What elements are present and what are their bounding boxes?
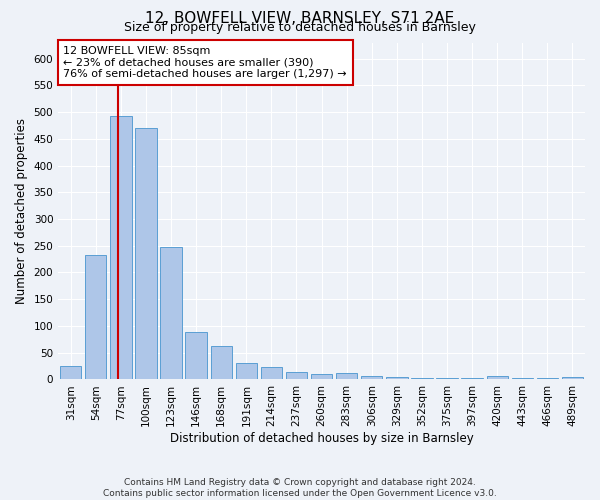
Bar (311, 374, 332, 380)
Bar (236, 364, 257, 380)
Text: Contains HM Land Registry data © Crown copyright and database right 2024.
Contai: Contains HM Land Registry data © Crown c… (103, 478, 497, 498)
Bar (436, 378, 458, 380)
Bar (261, 366, 282, 380)
Bar (461, 378, 483, 380)
Bar (487, 376, 508, 380)
Bar (160, 247, 182, 380)
Text: Size of property relative to detached houses in Barnsley: Size of property relative to detached ho… (124, 21, 476, 34)
X-axis label: Distribution of detached houses by size in Barnsley: Distribution of detached houses by size … (170, 432, 473, 445)
Bar (60, 366, 82, 380)
Bar (211, 346, 232, 380)
Bar (361, 376, 382, 380)
Bar (286, 372, 307, 380)
Y-axis label: Number of detached properties: Number of detached properties (15, 118, 28, 304)
Bar (185, 332, 207, 380)
Bar (85, 255, 106, 380)
Bar (537, 378, 558, 380)
Bar (386, 378, 407, 380)
Bar (110, 116, 131, 380)
Text: 12, BOWFELL VIEW, BARNSLEY, S71 2AE: 12, BOWFELL VIEW, BARNSLEY, S71 2AE (145, 11, 455, 26)
Text: 12 BOWFELL VIEW: 85sqm
← 23% of detached houses are smaller (390)
76% of semi-de: 12 BOWFELL VIEW: 85sqm ← 23% of detached… (64, 46, 347, 79)
Bar (336, 372, 358, 380)
Bar (512, 378, 533, 380)
Bar (136, 128, 157, 380)
Bar (411, 378, 433, 380)
Bar (562, 378, 583, 380)
